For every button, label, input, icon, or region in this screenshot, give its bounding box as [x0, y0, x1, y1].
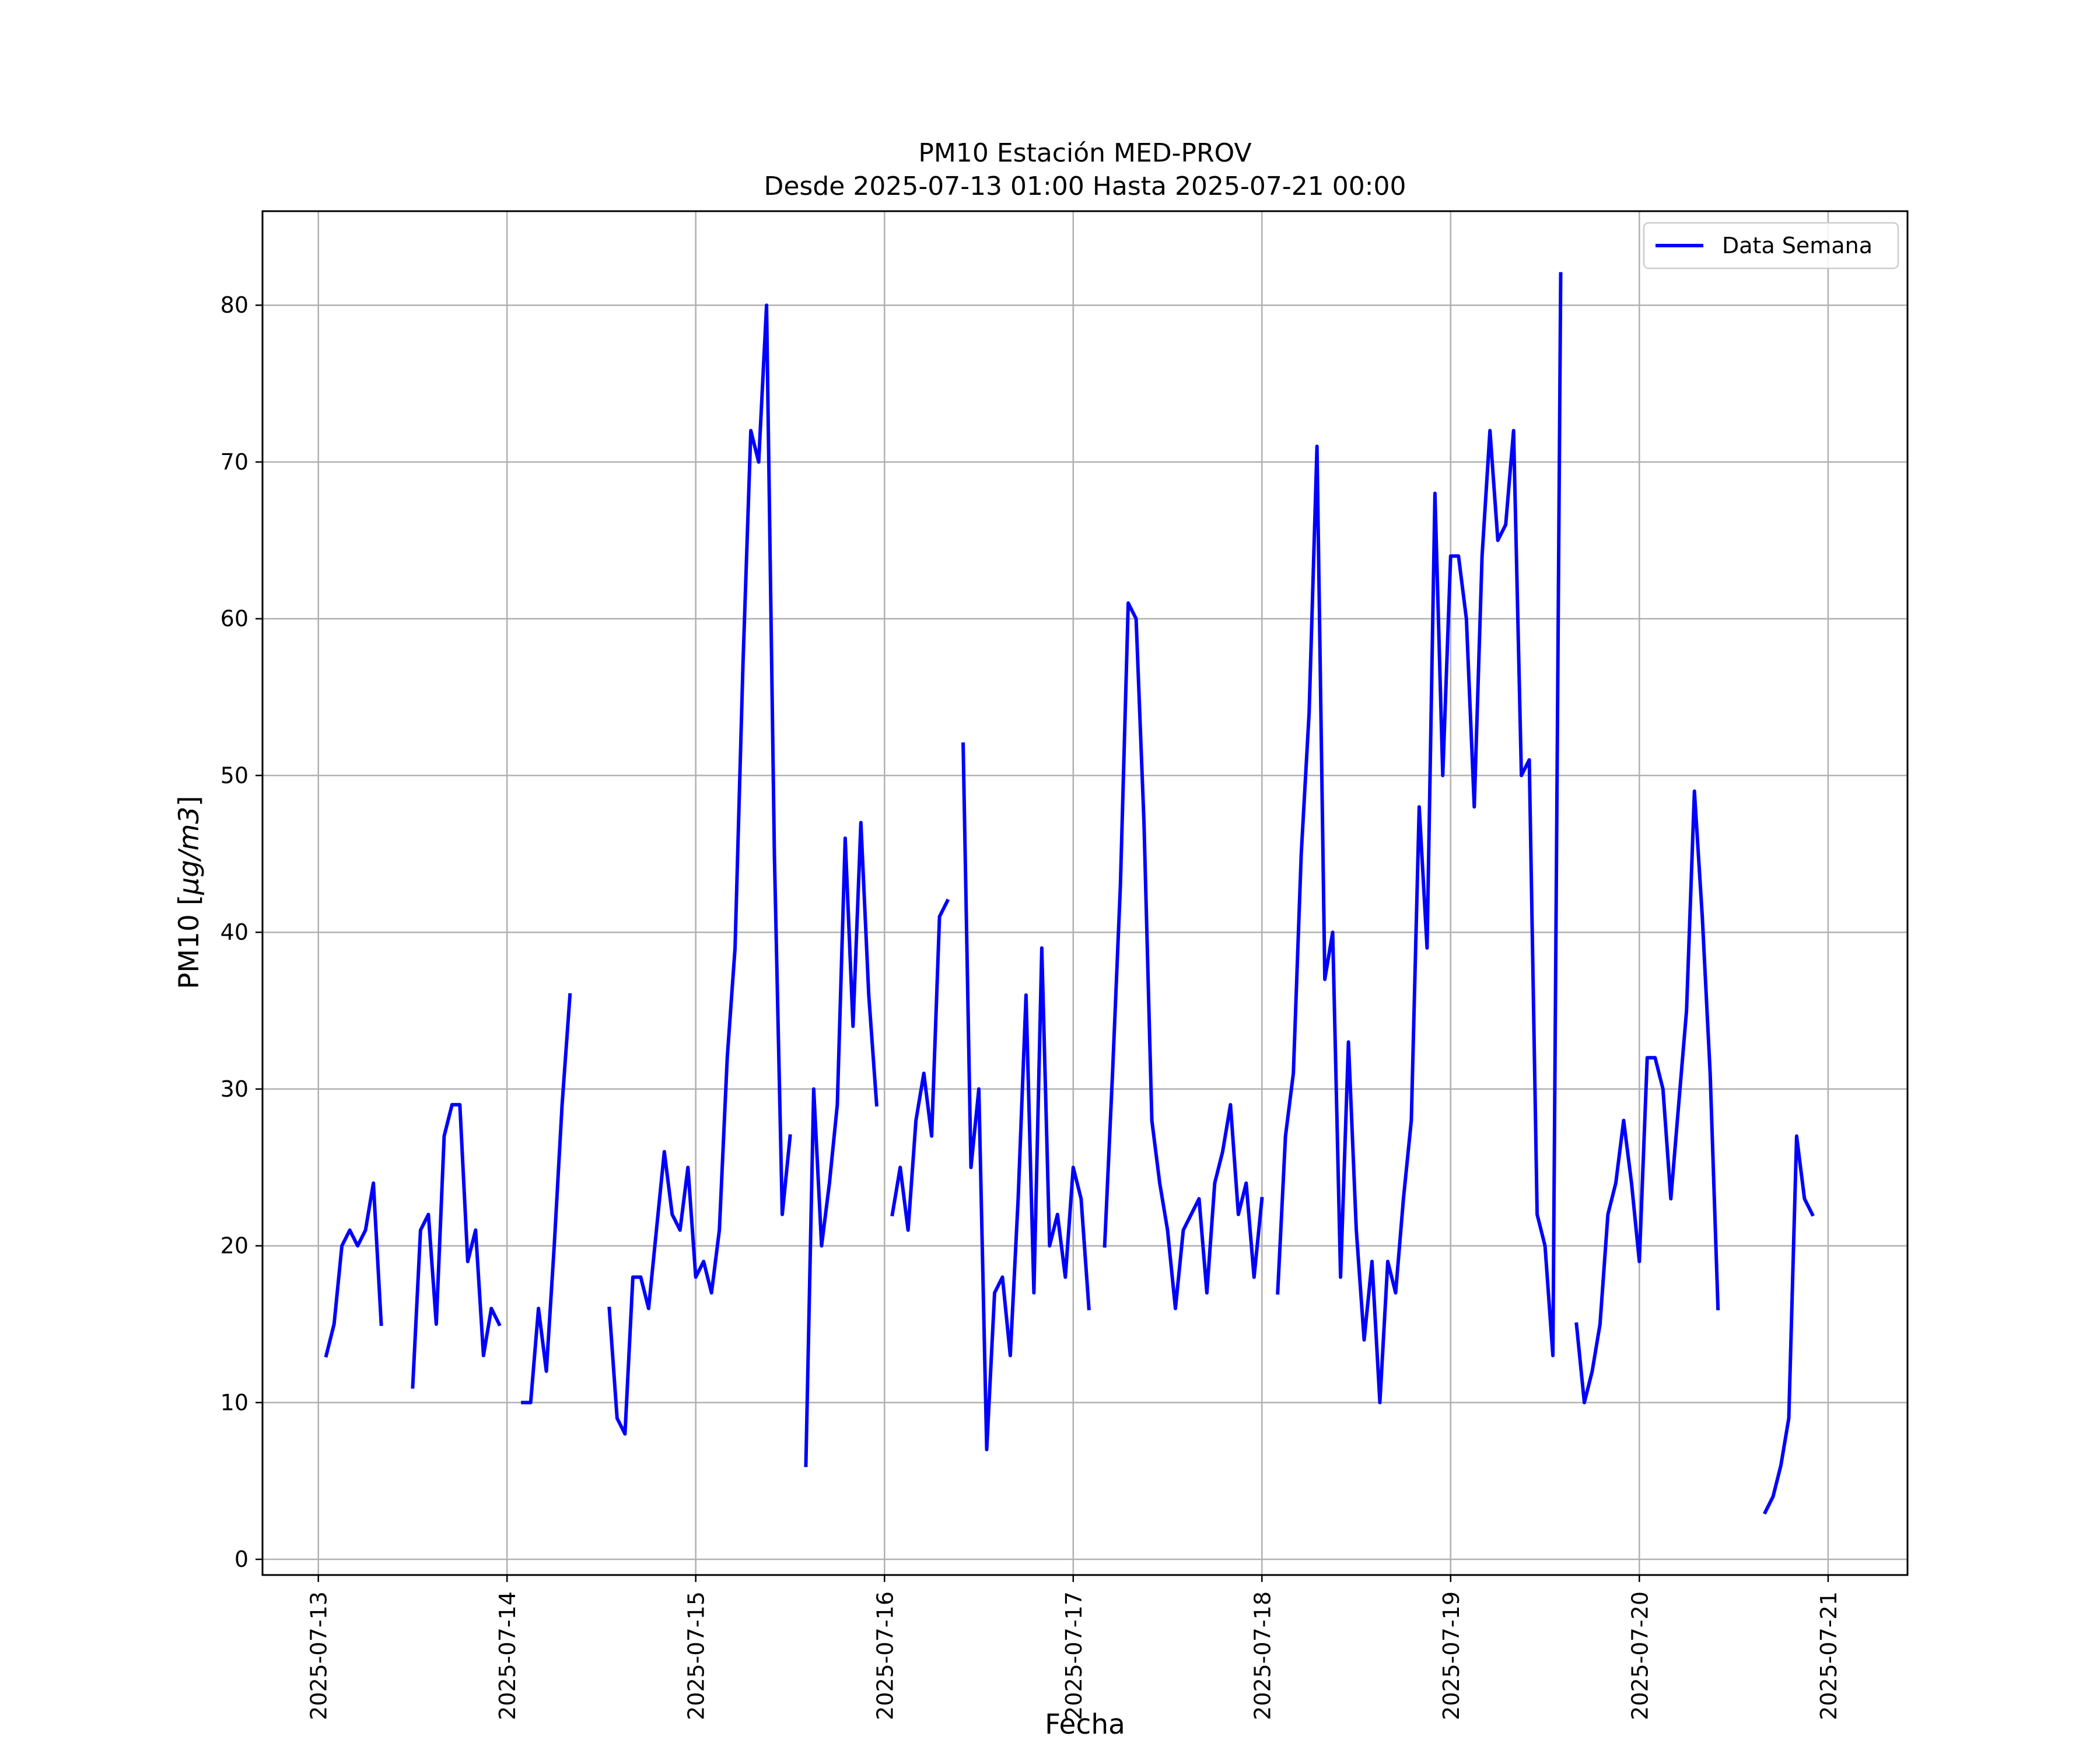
series-line-segment [1102, 601, 1264, 1311]
y-tick-label: 40 [220, 919, 249, 945]
y-tick-label: 30 [220, 1076, 249, 1102]
x-tick-label: 2025-07-17 [1061, 1591, 1087, 1720]
x-tick-label: 2025-07-18 [1250, 1591, 1275, 1720]
chart-title: PM10 Estación MED-PROV [918, 138, 1251, 168]
series-line-segment [324, 1181, 383, 1358]
x-tick-label: 2025-07-15 [684, 1591, 709, 1720]
series-line-segment [607, 303, 792, 1436]
series-line-segment [961, 742, 1091, 1451]
y-tick-label: 20 [220, 1233, 249, 1259]
y-tick-label: 10 [220, 1390, 249, 1415]
series-line-segment [411, 1102, 502, 1389]
x-tick-label: 2025-07-19 [1438, 1591, 1464, 1720]
series-line-segment [521, 993, 572, 1405]
plot-frame [261, 210, 1909, 1576]
y-tick-label: 70 [220, 449, 249, 475]
x-tick-label: 2025-07-14 [495, 1591, 520, 1720]
y-tick-label: 60 [220, 606, 249, 632]
x-tick-label: 2025-07-13 [306, 1591, 332, 1720]
y-tick-label: 50 [220, 762, 249, 788]
y-tick-label: 0 [235, 1546, 249, 1572]
y-axis-label: PM10 [μg/m3] [173, 796, 205, 989]
y-axis-label-text: PM10 [ [173, 895, 205, 989]
x-tick-label: 2025-07-20 [1627, 1591, 1653, 1720]
y-tick-label: 80 [220, 292, 249, 318]
y-axis-label-unit: μg/m3 [173, 807, 205, 895]
legend-box [1643, 222, 1899, 270]
ticks: 0 10 20 30 40 50 60 70 80 2025-07-13 2025-07-14 202… [220, 292, 1842, 1720]
x-tick-label: 2025-07-16 [872, 1591, 898, 1720]
legend-label: Data Semana [1722, 233, 1873, 258]
series-line-segment [1574, 789, 1720, 1405]
series-line-segment [804, 821, 879, 1467]
x-axis-label: Fecha [1045, 1709, 1125, 1741]
series-line-segment [1762, 1134, 1815, 1515]
series-data-semana [324, 272, 1815, 1515]
series-line-segment [1276, 272, 1563, 1405]
series-line-segment [890, 898, 950, 1232]
y-axis-label-close: ] [173, 796, 205, 806]
x-tick-label: 2025-07-21 [1816, 1591, 1842, 1720]
chart-subtitle: Desde 2025-07-13 01:00 Hasta 2025-07-21 … [764, 172, 1406, 201]
legend: Data Semana [1643, 222, 1899, 270]
